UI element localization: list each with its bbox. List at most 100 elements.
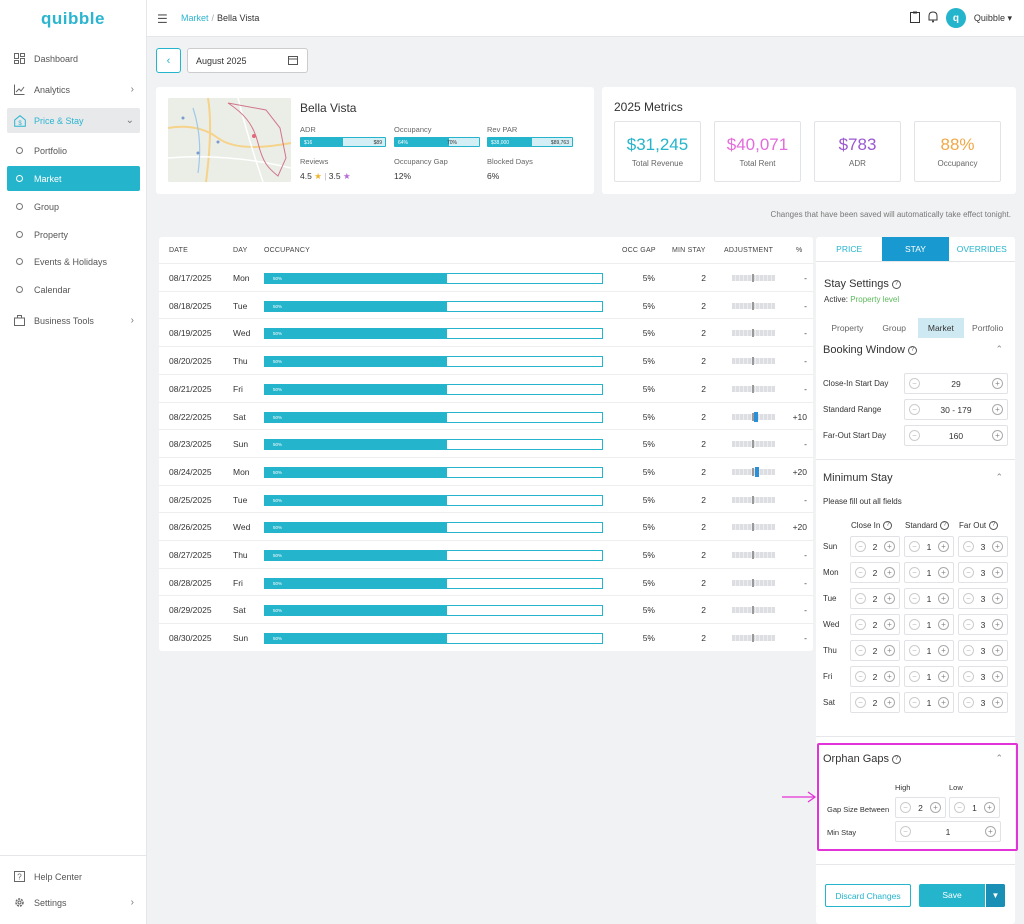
minus-icon[interactable]: − [963,593,974,604]
minus-icon[interactable]: − [855,567,866,578]
minus-icon[interactable]: − [855,541,866,552]
user-menu[interactable]: Quibble ▾ [974,13,1012,24]
minus-icon[interactable]: − [909,404,920,415]
sidebar-item-dashboard[interactable]: Dashboard [7,46,140,71]
adjustment-slider[interactable] [732,466,775,477]
adjustment-slider[interactable] [732,274,775,282]
plus-icon[interactable]: + [938,541,949,552]
month-picker-input[interactable]: August 2025 [187,48,308,73]
booking-field-stepper[interactable]: − 160 + [904,425,1008,446]
min-stay-stepper[interactable]: −2 + [850,666,900,687]
tab-overrides[interactable]: OVERRIDES [948,237,1015,262]
min-stay-stepper[interactable]: −2 + [850,692,900,713]
sidebar-item-price-stay[interactable]: $ Price & Stay ⌄ [7,108,140,133]
slider-marker[interactable] [755,466,759,477]
adjustment-slider[interactable] [732,329,775,338]
min-stay-stepper[interactable]: −3 + [958,640,1008,661]
min-stay-stepper[interactable]: −3 + [958,562,1008,583]
minus-icon[interactable]: − [954,802,965,813]
adjustment-slider[interactable] [732,440,775,449]
min-stay-stepper[interactable]: −3 + [958,666,1008,687]
sidebar-item-help[interactable]: ? Help Center [7,864,140,889]
table-row[interactable]: 08/24/2025 Mon 50% 5% 2 +20 [159,456,813,485]
menu-collapse-icon[interactable]: ☰ [157,12,168,26]
minus-icon[interactable]: − [963,697,974,708]
plus-icon[interactable]: + [884,593,895,604]
save-button[interactable]: Save ▼ [919,884,1005,907]
min-stay-stepper[interactable]: −1 + [904,536,954,557]
table-row[interactable]: 08/29/2025 Sat 50% 5% 2 - [159,595,813,623]
min-stay-stepper[interactable]: −1 + [904,614,954,635]
minus-icon[interactable]: − [855,619,866,630]
adjustment-slider[interactable] [732,357,775,366]
minus-icon[interactable]: − [909,430,920,441]
minus-icon[interactable]: − [909,619,920,630]
adjustment-slider[interactable] [732,495,775,504]
adjustment-slider[interactable] [732,606,775,615]
plus-icon[interactable]: + [938,593,949,604]
table-row[interactable]: 08/27/2025 Thu 50% 5% 2 - [159,540,813,568]
minus-icon[interactable]: − [909,541,920,552]
minus-icon[interactable]: − [963,671,974,682]
booking-field-stepper[interactable]: − 29 + [904,373,1008,394]
help-icon[interactable]: ? [883,521,893,531]
subtab-portfolio[interactable]: Portfolio [972,323,1004,333]
chevron-down-icon[interactable]: ▼ [985,884,1005,907]
plus-icon[interactable]: + [992,541,1003,552]
plus-icon[interactable]: + [884,541,895,552]
minus-icon[interactable]: − [909,671,920,682]
min-stay-stepper[interactable]: −2 + [850,588,900,609]
plus-icon[interactable]: + [884,619,895,630]
minus-icon[interactable]: − [963,567,974,578]
adjustment-slider[interactable] [732,301,775,310]
plus-icon[interactable]: + [884,645,895,656]
tab-stay[interactable]: STAY [882,237,949,262]
min-stay-stepper[interactable]: −3 + [958,692,1008,713]
sidebar-subitem-market[interactable]: Market [7,166,140,191]
minus-icon[interactable]: − [900,826,911,837]
plus-icon[interactable]: + [938,671,949,682]
minus-icon[interactable]: − [963,645,974,656]
minus-icon[interactable]: − [909,645,920,656]
adjustment-slider[interactable] [732,523,775,532]
minus-icon[interactable]: − [855,593,866,604]
sidebar-subitem-calendar[interactable]: Calendar [7,277,140,302]
collapse-icon[interactable]: ⌃ [995,344,1003,354]
minus-icon[interactable]: − [855,671,866,682]
plus-icon[interactable]: + [992,378,1003,389]
plus-icon[interactable]: + [984,802,995,813]
minus-icon[interactable]: − [909,378,920,389]
adjustment-slider[interactable] [732,551,775,559]
previous-month-button[interactable]: ‹ [156,48,181,73]
subtab-market[interactable]: Market [917,318,965,338]
table-row[interactable]: 08/23/2025 Sun 50% 5% 2 - [159,429,813,457]
help-icon[interactable]: ? [891,279,901,289]
adjustment-slider[interactable] [732,384,775,393]
plus-icon[interactable]: + [884,567,895,578]
help-icon[interactable]: ? [989,521,999,531]
plus-icon[interactable]: + [884,697,895,708]
min-stay-stepper[interactable]: −2 + [850,536,900,557]
sidebar-subitem-portfolio[interactable]: Portfolio [7,138,140,163]
plus-icon[interactable]: + [992,430,1003,441]
minus-icon[interactable]: − [855,645,866,656]
plus-icon[interactable]: + [992,567,1003,578]
sidebar-subitem-group[interactable]: Group [7,194,140,219]
plus-icon[interactable]: + [992,671,1003,682]
table-row[interactable]: 08/26/2025 Wed 50% 5% 2 +20 [159,512,813,540]
min-stay-stepper[interactable]: −1 + [904,588,954,609]
help-icon[interactable]: ? [892,754,902,764]
adjustment-slider[interactable] [732,578,775,587]
breadcrumb-market-link[interactable]: Market [181,13,209,23]
minus-icon[interactable]: − [900,802,911,813]
minus-icon[interactable]: − [963,541,974,552]
sidebar-item-analytics[interactable]: Analytics › [7,77,140,102]
plus-icon[interactable]: + [992,404,1003,415]
slider-marker[interactable] [753,411,758,422]
calendar-icon[interactable] [288,55,298,67]
subtab-group[interactable]: Group [882,323,906,333]
plus-icon[interactable]: + [938,567,949,578]
plus-icon[interactable]: + [938,619,949,630]
plus-icon[interactable]: + [938,645,949,656]
sidebar-subitem-events[interactable]: Events & Holidays [7,249,140,274]
